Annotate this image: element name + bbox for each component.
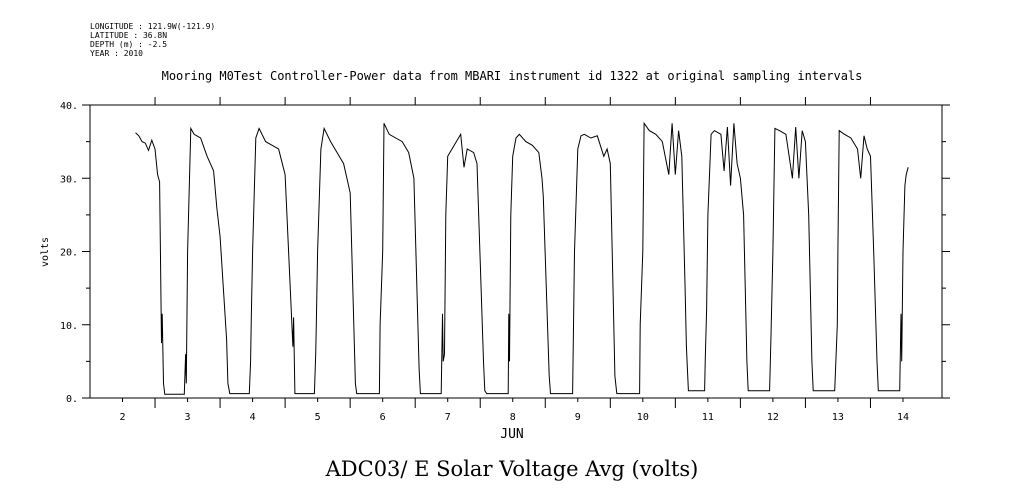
x-tick-label: 11 <box>702 412 714 423</box>
caption-text: ADC03/ E Solar Voltage Avg (volts) <box>325 457 699 481</box>
series-line <box>135 121 909 395</box>
depth-text: DEPTH (m) : -2.5 <box>90 40 168 49</box>
y-tick-label: 40. <box>60 101 78 112</box>
x-tick-label: 8 <box>510 412 516 423</box>
latitude-text: LATITUDE : 36.8N <box>90 31 168 40</box>
x-tick-group: 2 3 4 5 6 7 8 9 10 11 12 13 14 <box>120 97 909 423</box>
y-tick-group: 0. 10. 20. 30. 40. <box>60 101 950 405</box>
plot-frame <box>89 104 943 399</box>
x-tick-label: 6 <box>380 412 386 423</box>
x-tick-label: 14 <box>897 412 909 423</box>
y-tick-label: 30. <box>60 174 78 185</box>
x-tick-label: 10 <box>637 412 649 423</box>
chart-title: Mooring M0Test Controller-Power data fro… <box>162 69 863 83</box>
x-tick-label: 12 <box>767 412 779 423</box>
year-text: YEAR : 2010 <box>90 49 143 58</box>
x-tick-label: 3 <box>185 412 191 423</box>
x-tick-label: 2 <box>120 412 126 423</box>
y-tick-label: 10. <box>60 321 78 332</box>
x-tick-label: 5 <box>315 412 321 423</box>
metadata-block: LONGITUDE : 121.9W(-121.9) LATITUDE : 36… <box>90 22 215 58</box>
y-tick-label: 20. <box>60 248 78 259</box>
y-axis-label: volts <box>40 237 51 267</box>
y-tick-label: 0. <box>66 394 78 405</box>
x-tick-label: 9 <box>575 412 581 423</box>
longitude-text: LONGITUDE : 121.9W(-121.9) <box>90 22 216 31</box>
x-tick-label: 4 <box>250 412 256 423</box>
x-tick-label: 13 <box>832 412 844 423</box>
x-axis-label: JUN <box>500 427 523 442</box>
x-tick-label: 7 <box>445 412 451 423</box>
